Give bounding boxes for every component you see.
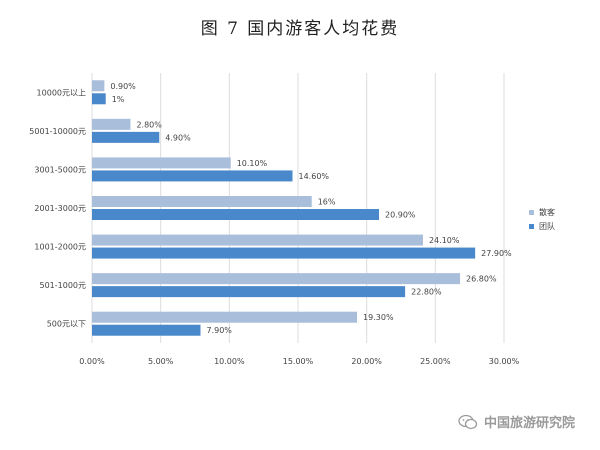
category-label: 3001-5000元 [34,165,86,174]
legend-swatch-individual [529,209,534,215]
bar-individual [92,273,461,285]
data-label-group: 7.90% [206,326,232,335]
bar-group [92,209,380,220]
bar-group [92,324,201,336]
data-label-group: 1% [112,95,125,104]
category-label: 10000元以上 [37,88,86,97]
bars [92,80,476,336]
data-label-individual: 26.80% [466,275,497,284]
data-label-individual: 24.10% [429,236,460,245]
chart-title: 图 7 国内游客人均花费 [200,19,400,39]
x-tick-label: 30.00% [489,357,520,366]
bar-group [92,170,293,182]
data-label-individual: 2.80% [136,120,162,129]
x-tick-label: 15.00% [283,357,314,366]
bar-group [92,247,476,259]
bar-group [92,93,106,105]
grid-lines [91,73,505,343]
watermark: 中国旅游研究院 [458,412,575,431]
legend: 散客 团队 [529,205,555,233]
bar-individual [92,196,312,207]
data-label-individual: 16% [318,198,336,207]
legend-swatch-group [529,223,534,229]
x-tick-label: 25.00% [420,357,451,366]
legend-label-individual: 散客 [539,207,555,217]
category-label: 2001-3000元 [34,204,86,213]
bar-group [92,131,160,143]
data-label-individual: 0.90% [110,82,136,91]
x-tick-label: 0.00% [79,357,105,366]
legend-label-group: 团队 [539,221,555,231]
x-tick-label: 10.00% [214,357,245,366]
x-tick-label: 20.00% [351,357,382,366]
x-tick-label: 5.00% [148,357,174,366]
data-label-group: 4.90% [165,133,191,142]
bar-individual [92,311,358,323]
data-label-group: 14.60% [299,172,330,181]
bar-group [92,286,406,298]
data-label-individual: 19.30% [363,313,394,322]
wechat-icon [458,414,478,429]
data-label-individual: 10.10% [237,159,268,168]
watermark-text: 中国旅游研究院 [484,416,576,431]
data-label-group: 22.80% [411,288,442,297]
labels: 0.00% 5.00% 10.00% 15.00% 20.00% 25.00% 30.00%… [29,82,519,366]
bar-individual [92,80,105,92]
category-label: 501-1000元 [39,281,86,290]
bar-individual [92,234,423,246]
bar-individual [92,118,131,130]
category-label: 500元以下 [47,320,86,329]
legend-item-individual: 散客 [529,205,555,219]
bar-individual [92,157,231,169]
data-label-group: 20.90% [385,211,416,220]
category-label: 5001-10000元 [29,127,86,136]
legend-item-group: 团队 [529,219,555,233]
category-label: 1001-2000元 [34,243,86,252]
data-label-group: 27.90% [481,249,512,258]
